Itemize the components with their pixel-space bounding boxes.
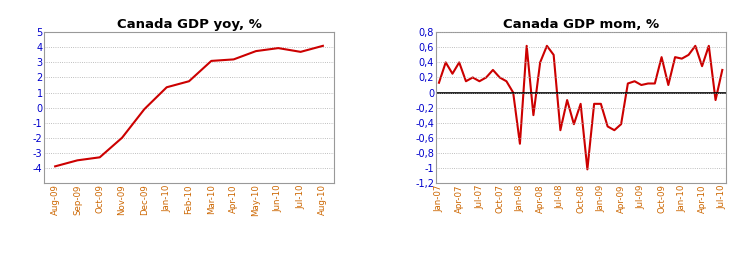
Title: Canada GDP mom, %: Canada GDP mom, % xyxy=(503,18,659,31)
Title: Canada GDP yoy, %: Canada GDP yoy, % xyxy=(117,18,262,31)
